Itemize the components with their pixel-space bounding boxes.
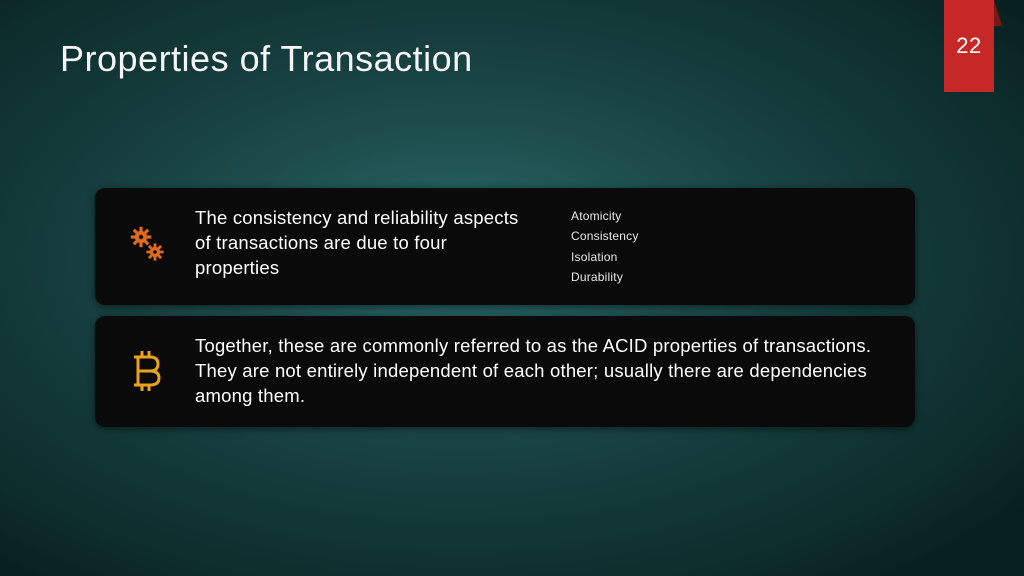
list-item: Consistency xyxy=(571,228,639,245)
list-item: Isolation xyxy=(571,249,639,266)
acid-properties-list: Atomicity Consistency Isolation Durabili… xyxy=(571,206,639,287)
list-item: Durability xyxy=(571,269,639,286)
card-properties-intro: The consistency and reliability aspects … xyxy=(95,188,915,305)
card-body: The consistency and reliability aspects … xyxy=(177,206,889,287)
slide-title: Properties of Transaction xyxy=(60,38,473,80)
bitcoin-icon xyxy=(117,349,177,393)
card-main-text: Together, these are commonly referred to… xyxy=(195,334,875,409)
list-item: Atomicity xyxy=(571,208,639,225)
card-main-text: The consistency and reliability aspects … xyxy=(195,206,535,281)
page-number: 22 xyxy=(956,33,981,59)
card-acid-summary: Together, these are commonly referred to… xyxy=(95,316,915,427)
gears-icon xyxy=(117,226,177,266)
page-number-tab: 22 xyxy=(944,0,994,92)
card-body: Together, these are commonly referred to… xyxy=(177,334,889,409)
